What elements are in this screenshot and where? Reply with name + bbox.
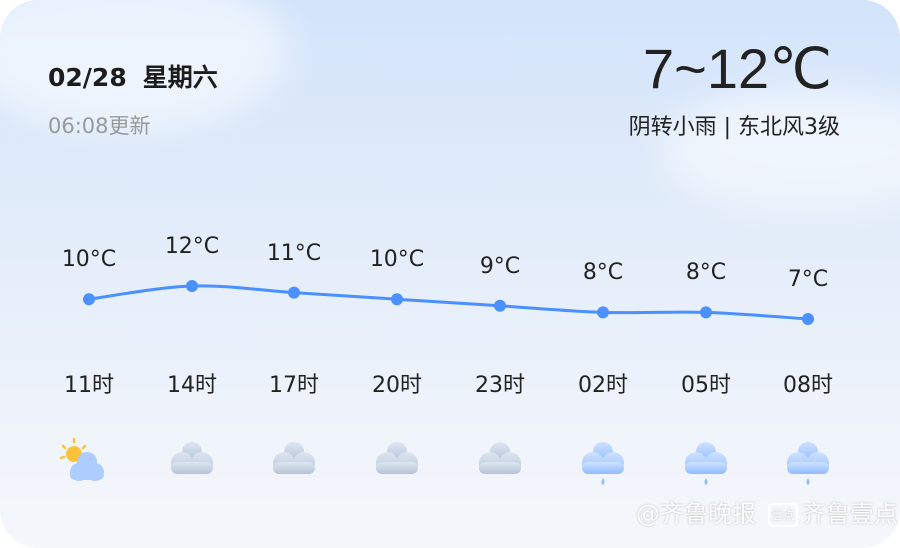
temperature-label: 9°C	[479, 253, 521, 279]
hour-label: 11时	[64, 373, 114, 398]
watermark-brand: @齐鲁晚报	[636, 500, 756, 528]
hour-label: 20时	[372, 373, 422, 398]
update-time: 06:08更新	[48, 114, 151, 138]
light-rain-icon	[778, 432, 838, 492]
temperature-point	[391, 293, 403, 306]
temperature-label: 8°C	[685, 260, 727, 286]
temperature-label: 10°C	[61, 247, 117, 273]
watermark-brand-2: 齐鲁壹点	[802, 500, 898, 528]
cloudy-icon	[470, 432, 530, 492]
hour-label: 14时	[167, 373, 217, 398]
hour-label: 23时	[475, 373, 525, 398]
date: 02/28	[48, 63, 127, 92]
hour-label: 05时	[681, 373, 731, 398]
temperature-label: 8°C	[582, 260, 624, 286]
watermark: @齐鲁晚报 壹点 齐鲁壹点	[636, 494, 898, 529]
weather-condition: 阴转小雨 | 东北风3级	[628, 115, 840, 140]
temperature-label: 11°C	[266, 240, 322, 266]
temperature-line	[88, 284, 809, 321]
temperature-point	[186, 280, 198, 292]
cloudy-icon	[367, 432, 427, 492]
temperature-point	[288, 286, 300, 299]
date-line: 02/28 星期六	[48, 58, 234, 94]
temperature-label: 7°C	[787, 267, 829, 292]
cloud-decoration	[660, 90, 900, 210]
hour-label: 02时	[578, 373, 628, 398]
cloudy-icon	[264, 432, 324, 492]
weekday: 星期六	[142, 63, 218, 92]
temperature-label: 12°C	[164, 234, 220, 259]
cloudy-icon	[162, 432, 222, 492]
hour-label: 08时	[783, 373, 833, 398]
temperature-label: 10°C	[369, 247, 425, 273]
temperature-point	[494, 299, 506, 312]
temperature-point	[700, 306, 712, 319]
temperature-range: 7~12℃	[642, 37, 832, 100]
temperature-point	[802, 313, 814, 325]
temperature-point	[597, 306, 609, 319]
light-rain-icon	[573, 432, 633, 492]
watermark-badge: 壹点	[768, 503, 798, 527]
temperature-point	[83, 293, 95, 306]
hour-label: 17时	[269, 373, 319, 398]
light-rain-icon	[676, 432, 736, 492]
partly-cloudy-sun-icon	[59, 432, 119, 492]
